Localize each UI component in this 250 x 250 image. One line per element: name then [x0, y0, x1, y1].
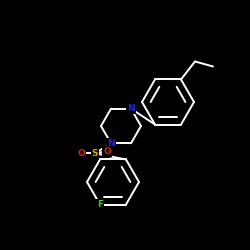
Text: S: S: [92, 149, 98, 158]
Text: O: O: [77, 149, 85, 158]
Text: F: F: [97, 200, 103, 209]
Text: O: O: [103, 147, 111, 156]
Text: N: N: [127, 104, 135, 113]
Text: N: N: [107, 139, 115, 148]
